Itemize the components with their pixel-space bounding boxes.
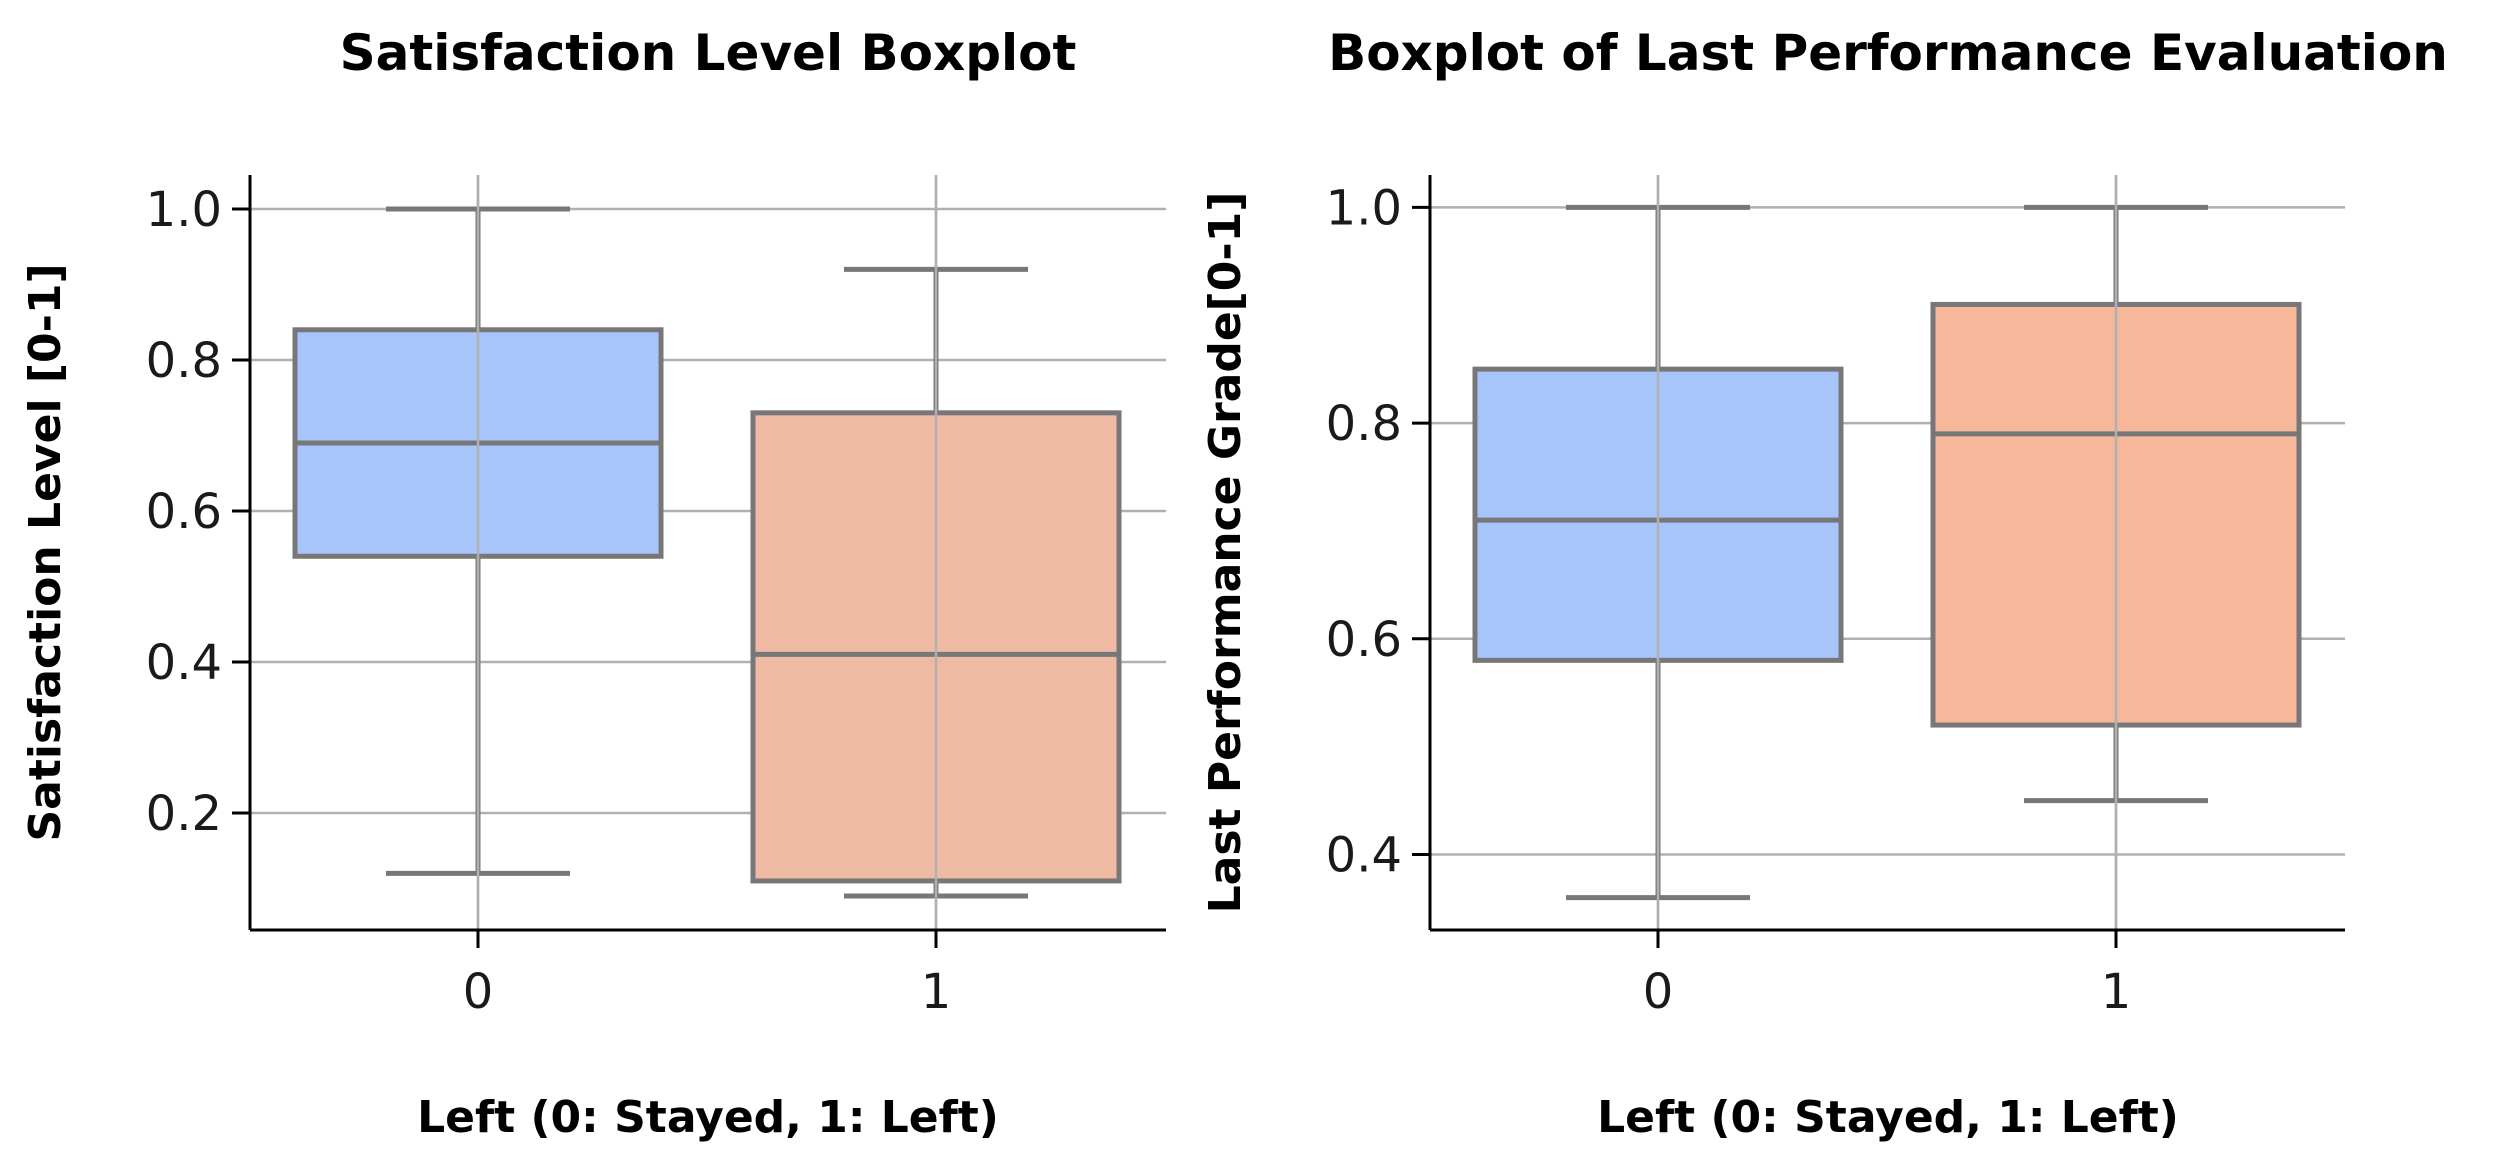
- x-tick-label: 0: [1643, 964, 1674, 1020]
- x-tick-label: 1: [2101, 964, 2132, 1020]
- y-tick-label: 0.2: [146, 786, 222, 842]
- x-tick-label: 1: [921, 964, 952, 1020]
- x-tick-label: 0: [463, 964, 494, 1020]
- evaluation-boxplot-panel: 0.4 0.6 0.8 1.0 0 1 Boxplot of Last Performanc…: [1200, 24, 2448, 1143]
- x-axis-label: Left (0: Stayed, 1: Left): [417, 1092, 999, 1143]
- y-tick-label: 0.4: [146, 635, 222, 691]
- chart-title: Satisfaction Level Boxplot: [340, 24, 1077, 82]
- y-tick-label: 0.8: [146, 333, 222, 389]
- y-tick-label: 1.0: [1326, 180, 1402, 236]
- y-tick-label: 0.8: [1326, 396, 1402, 452]
- y-tick-label: 0.6: [146, 484, 222, 540]
- x-axis-label: Left (0: Stayed, 1: Left): [1597, 1092, 2179, 1143]
- y-tick-label: 1.0: [146, 182, 222, 238]
- chart-title: Boxplot of Last Performance Evaluation: [1328, 24, 2448, 82]
- satisfaction-boxplot-panel: 0.2 0.4 0.6 0.8 1.0 0 1 Satisfaction Level Boxp…: [20, 24, 1166, 1143]
- y-tick-label: 0.6: [1326, 612, 1402, 668]
- y-axis-label: Satisfaction Level [0-1]: [20, 263, 71, 841]
- y-tick-label: 0.4: [1326, 828, 1402, 884]
- y-axis-label: Last Performance Grade[0-1]: [1200, 192, 1251, 914]
